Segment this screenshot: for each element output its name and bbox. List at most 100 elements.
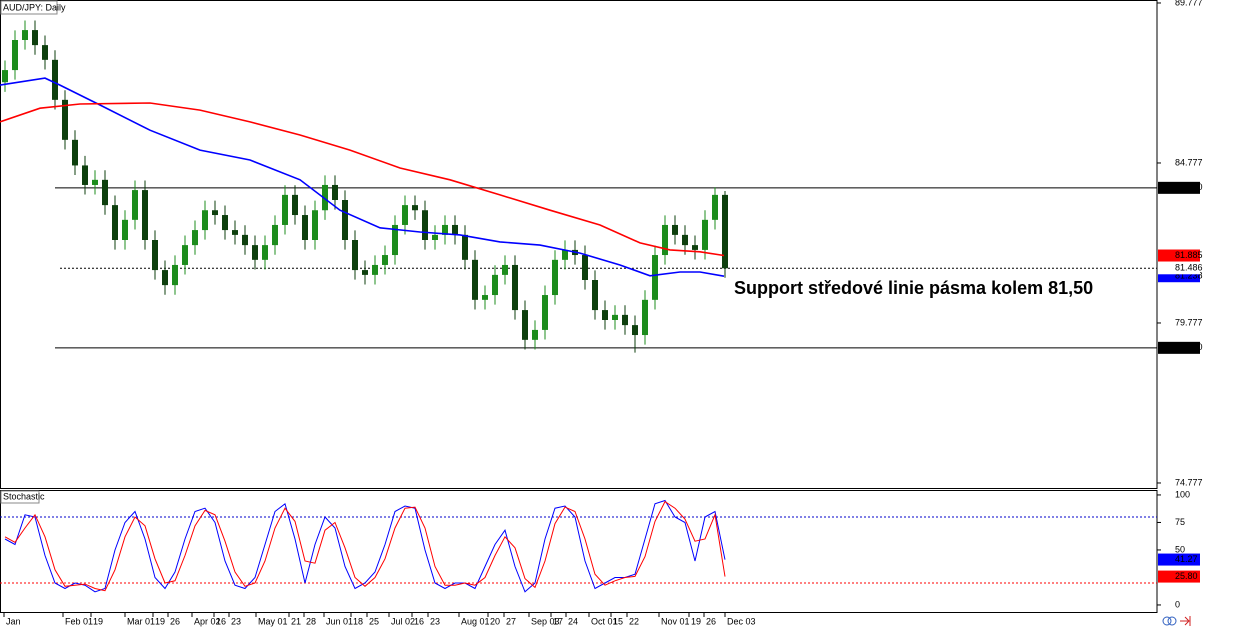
x-tick-label: Nov 01 <box>661 616 690 626</box>
candle-body <box>512 264 518 311</box>
x-tick-label: 24 <box>568 616 578 626</box>
candle-body <box>152 240 158 271</box>
candle-body <box>82 165 88 185</box>
last-price-label-box <box>1158 262 1200 275</box>
candle-body <box>192 230 198 246</box>
y-tick-label: 89.777 <box>1175 0 1203 7</box>
level-label: 79.000 <box>1175 342 1203 352</box>
candle-body <box>322 184 328 211</box>
candle-body <box>142 190 148 240</box>
stoch-line <box>4 499 726 593</box>
x-tick-label: Aug 01 <box>461 616 490 626</box>
stoch-last-label-box <box>1158 570 1200 583</box>
candle-body <box>272 224 278 246</box>
stoch-last-label-box <box>1158 553 1200 566</box>
x-tick-label: Mar 01 <box>127 616 155 626</box>
x-tick-label: 23 <box>430 616 440 626</box>
candle-body <box>292 194 298 216</box>
x-tick-label: 19 <box>691 616 701 626</box>
level-label-box <box>1158 341 1200 354</box>
candle-body <box>612 314 618 320</box>
candle-body <box>112 205 118 240</box>
moving-average <box>0 77 725 277</box>
x-tick-label: 17 <box>553 616 563 626</box>
x-tick-label: 28 <box>306 616 316 626</box>
y-tick-label: 79.777 <box>1175 317 1203 327</box>
y-tick-label: 74.777 <box>1175 477 1203 487</box>
icon <box>1180 616 1191 626</box>
candle-body <box>332 184 338 200</box>
stoch-last-label: 41.27 <box>1175 554 1198 564</box>
x-tick-label: Jul 02 <box>391 616 415 626</box>
y-tick-label: 100 <box>1175 489 1190 499</box>
ma-last-label: 81.238 <box>1175 271 1203 281</box>
title-box <box>0 0 58 15</box>
candle-body <box>502 264 508 275</box>
candle-body <box>452 224 458 235</box>
candle-body <box>402 205 408 225</box>
candle-body <box>282 194 288 225</box>
candle-body <box>592 280 598 311</box>
candle-body <box>62 99 68 140</box>
candle-body <box>432 234 438 240</box>
moving-average <box>0 102 725 257</box>
y-tick-label: 84.777 <box>1175 157 1203 167</box>
candle-body <box>352 240 358 271</box>
candle-body <box>342 200 348 240</box>
candle-body <box>652 255 658 300</box>
candle-body <box>32 30 38 46</box>
x-tick-label: 26 <box>706 616 716 626</box>
candle-body <box>122 219 128 240</box>
candle-body <box>542 295 548 330</box>
candle-body <box>12 40 18 71</box>
candle-body <box>212 210 218 216</box>
candle-body <box>722 194 728 269</box>
x-tick-label: Sep 03 <box>531 616 560 626</box>
annotation: Support středové linie pásma kolem 81,50 <box>734 278 1093 298</box>
candle-body <box>662 224 668 256</box>
candle-body <box>482 295 488 300</box>
candle-body <box>22 30 28 40</box>
y-tick-label: 75 <box>1175 517 1185 527</box>
y-tick-label: 50 <box>1175 544 1185 554</box>
candle-body <box>72 139 78 166</box>
x-tick-label: May 01 <box>258 616 288 626</box>
x-tick-label: 26 <box>170 616 180 626</box>
x-tick-label: Dec 03 <box>727 616 756 626</box>
candle-body <box>42 45 48 60</box>
level-label: 84.000 <box>1175 182 1203 192</box>
corner-icons <box>1162 616 1191 626</box>
candle-body <box>602 310 608 320</box>
candle-body <box>262 245 268 260</box>
candle-body <box>392 224 398 256</box>
candle-body <box>52 59 58 100</box>
stoch-title: Stochastic <box>3 491 45 501</box>
candle-body <box>182 245 188 265</box>
x-tick-label: 20 <box>490 616 500 626</box>
stoch-title-box <box>0 490 40 504</box>
ma-last-label-box <box>1158 249 1200 262</box>
candle-body <box>1 70 8 83</box>
candle-body <box>162 270 168 286</box>
candle-body <box>622 314 628 326</box>
stoch-line <box>4 500 726 592</box>
x-tick-label: 23 <box>231 616 241 626</box>
candle-body <box>232 230 238 235</box>
candle-body <box>362 270 368 275</box>
x-tick-label: 19 <box>155 616 165 626</box>
x-tick-label: Jun 01 <box>326 616 353 626</box>
candle-body <box>532 329 538 340</box>
x-tick-label: 27 <box>506 616 516 626</box>
x-tick-label: 16 <box>216 616 226 626</box>
candle-body <box>522 310 528 340</box>
candle-body <box>132 190 138 220</box>
candle-body <box>372 264 378 275</box>
candle-body <box>172 264 178 286</box>
candle-body <box>472 259 478 300</box>
candle-body <box>582 255 588 280</box>
x-tick-label: 19 <box>93 616 103 626</box>
y-tick-label: 0 <box>1175 599 1180 609</box>
candle-body <box>242 234 248 246</box>
x-tick-label: Apr 02 <box>194 616 221 626</box>
